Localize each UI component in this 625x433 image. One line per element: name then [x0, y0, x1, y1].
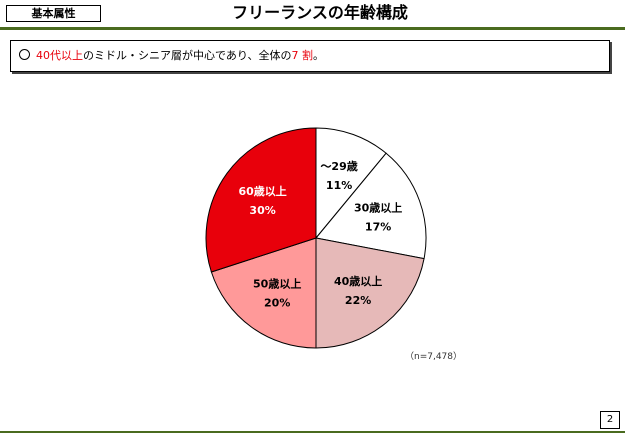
- slice-label: 40歳以上: [334, 274, 382, 288]
- pie-slice: [315, 127, 387, 240]
- slice-value: 22%: [345, 294, 371, 307]
- slice-label: 60歳以上: [238, 184, 286, 198]
- slice-label: 50歳以上: [253, 276, 301, 290]
- summary-highlight-share: 7 割: [291, 49, 313, 62]
- slice-value: 11%: [326, 179, 352, 192]
- page-title: フリーランスの年齢構成: [232, 3, 408, 22]
- slice-value: 17%: [365, 221, 391, 234]
- slice-label: ～29歳: [320, 159, 357, 173]
- header-rule: [0, 27, 625, 30]
- summary-highlight-age: 40代以上: [36, 49, 83, 62]
- section-tag: 基本属性: [6, 5, 101, 22]
- pie-slice: [315, 237, 425, 349]
- summary-text: のミドル・シニア層が中心であり、全体の: [83, 49, 292, 62]
- pie-slice: [315, 152, 427, 260]
- bullet-circle-icon: [19, 49, 30, 60]
- summary-box: 40代以上のミドル・シニア層が中心であり、全体の7 割。: [10, 40, 610, 72]
- slice-label: 30歳以上: [354, 201, 402, 215]
- pie-slice: [210, 237, 317, 349]
- sample-size-note: （n=7,478）: [405, 352, 463, 362]
- summary-end: 。: [312, 49, 324, 62]
- pie-slice: [205, 127, 317, 273]
- footer-rule: [0, 431, 625, 433]
- slice-value: 30%: [249, 204, 275, 217]
- page-number: 2: [600, 411, 620, 429]
- slice-value: 20%: [264, 296, 290, 309]
